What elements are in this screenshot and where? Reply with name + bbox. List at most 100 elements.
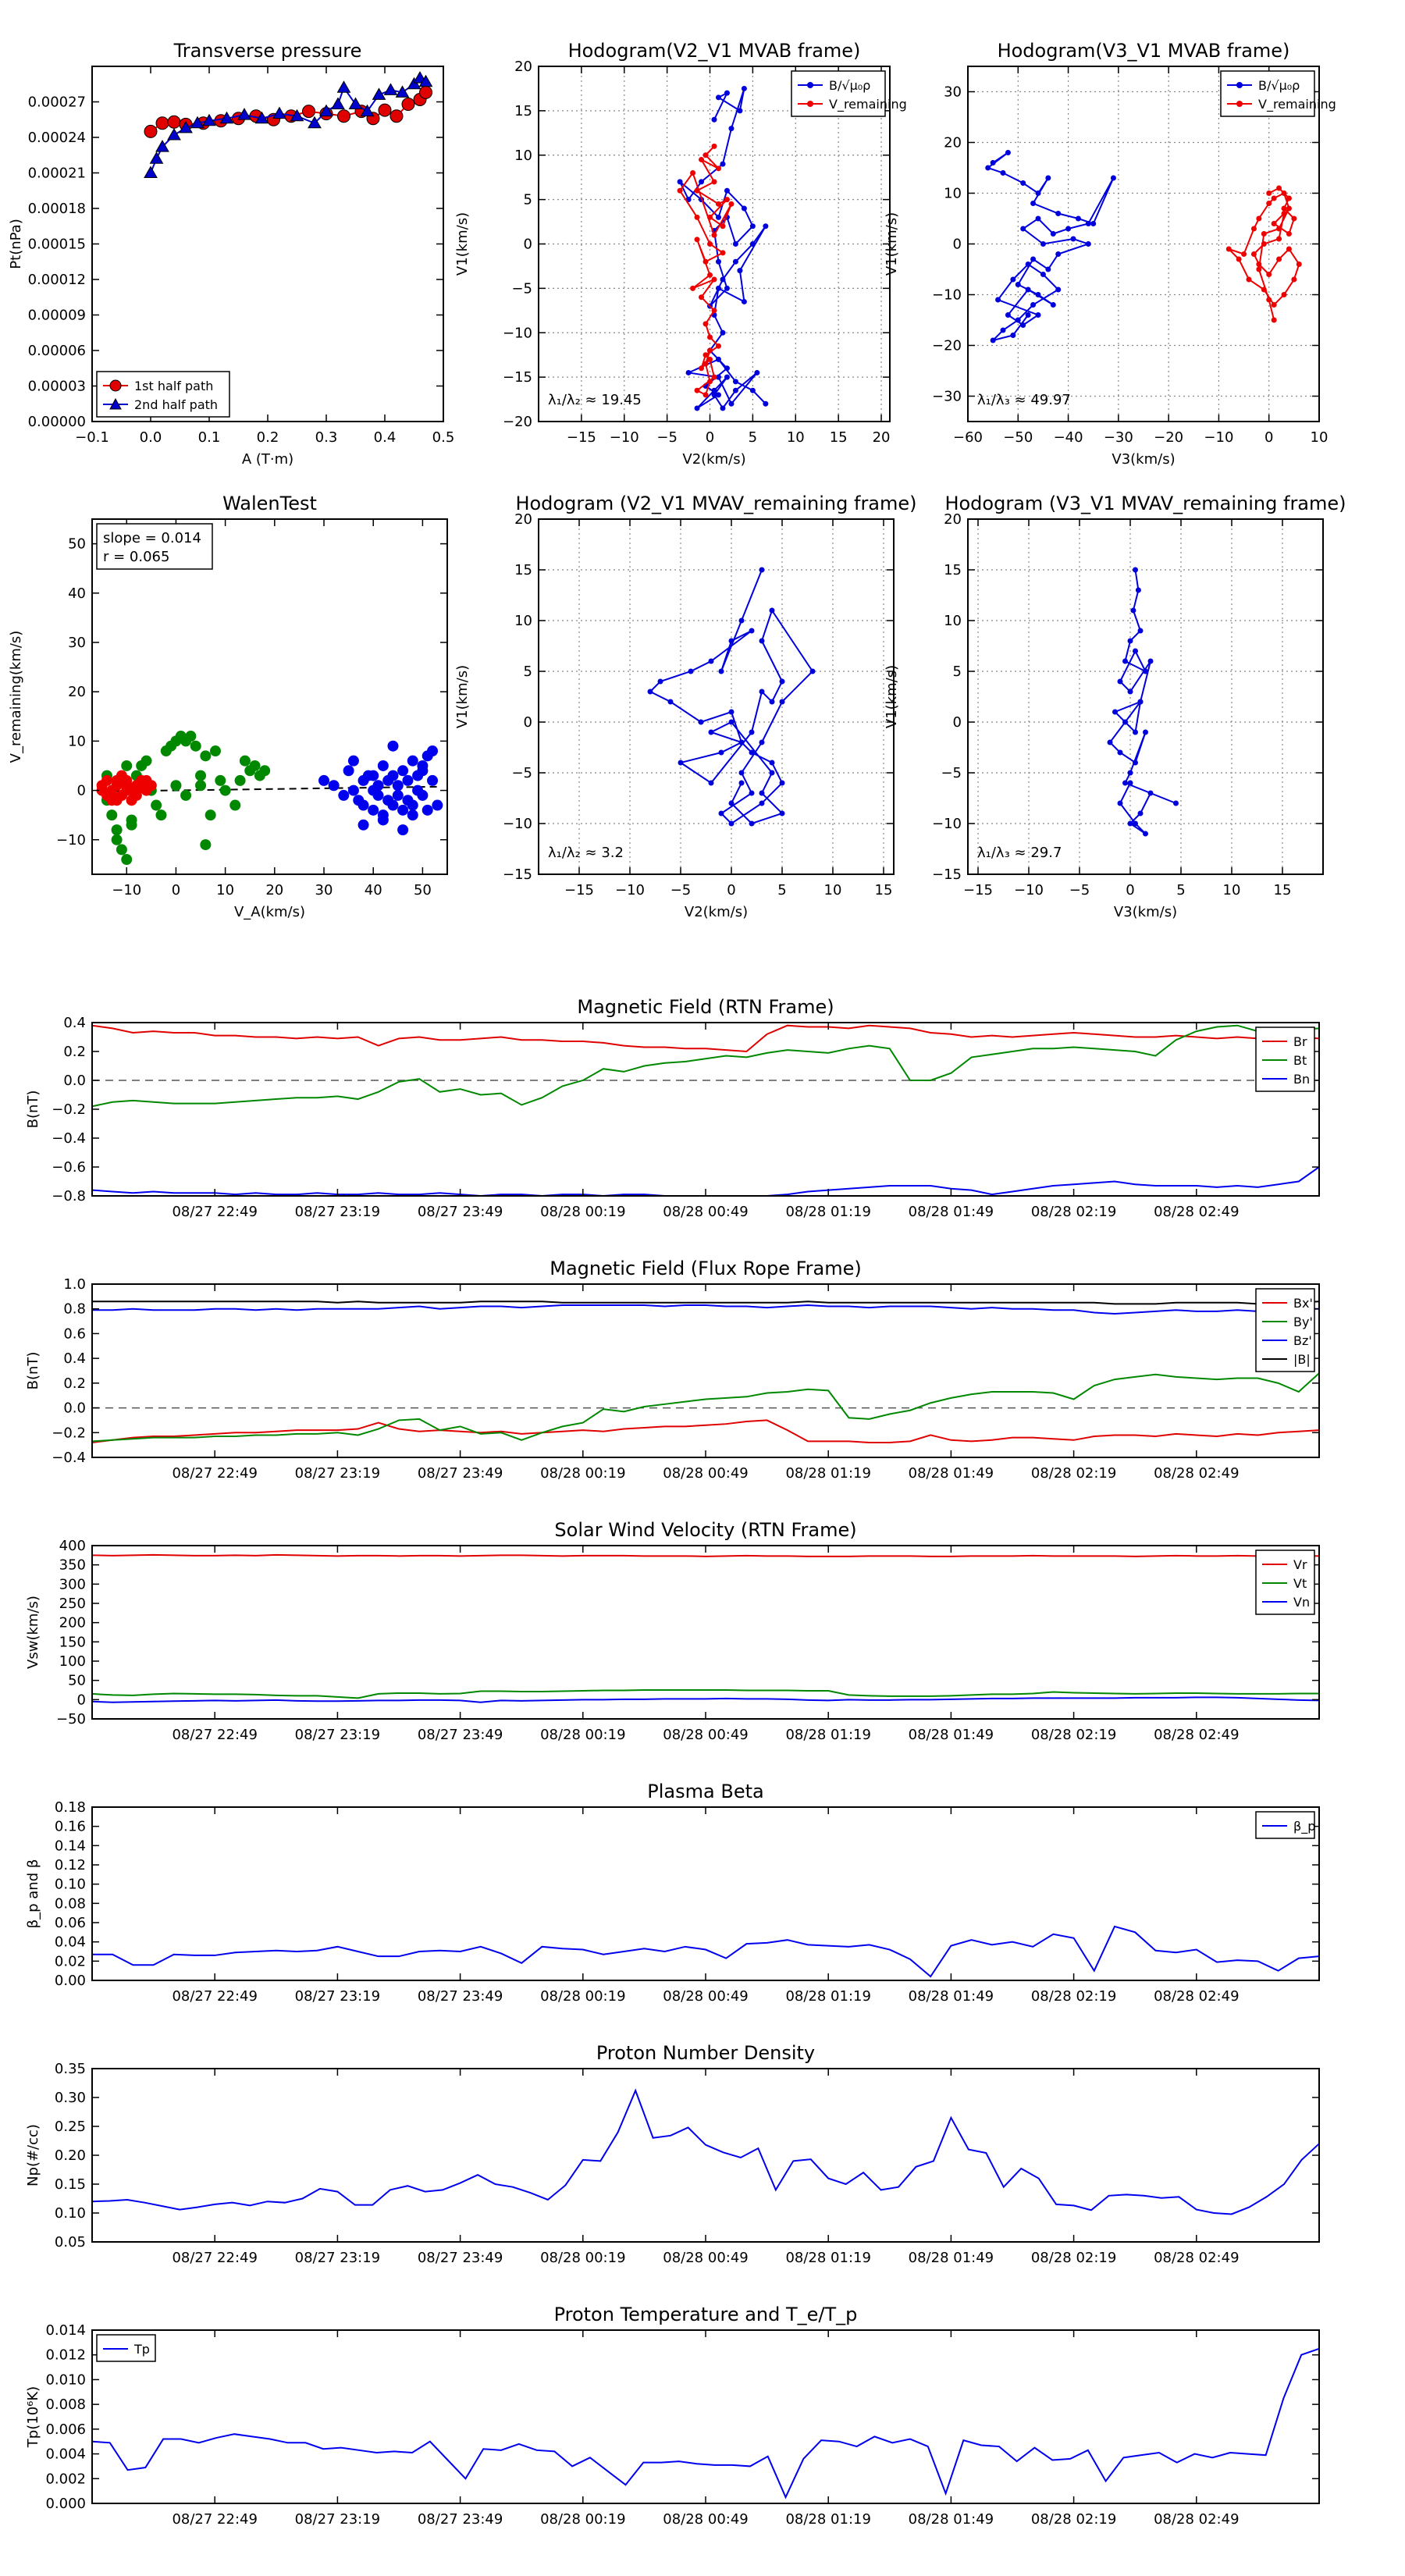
data-point (1137, 628, 1144, 634)
x-tick-label: 0.2 (257, 429, 279, 446)
y-tick-label: 0.006 (45, 2421, 86, 2438)
data-point (1035, 292, 1041, 297)
data-point (1000, 327, 1006, 333)
data-point (718, 749, 724, 756)
data-point (179, 120, 193, 133)
x-tick-label: 08/28 01:49 (909, 2250, 994, 2266)
data-point (392, 780, 404, 792)
x-tick-label: 08/27 23:19 (295, 1727, 380, 1743)
data-point (1286, 195, 1292, 201)
y-tick-label: −10 (503, 816, 532, 832)
x-tick-label: 08/27 22:49 (172, 1204, 257, 1220)
x-tick-label: 0.3 (315, 429, 338, 446)
data-point (702, 392, 709, 398)
series-0 (92, 1925, 1319, 1978)
data-point (711, 276, 717, 283)
legend: Bx' By' Bz' |B| (1255, 1288, 1315, 1372)
series-line (678, 145, 732, 397)
y-tick-label: −0.6 (52, 1159, 86, 1176)
data-point (1135, 587, 1141, 593)
chart-title: Magnetic Field (RTN Frame) (577, 996, 834, 1018)
data-point (331, 97, 345, 110)
data-point (427, 745, 439, 757)
data-point (720, 223, 726, 229)
y-tick-label: 0.30 (55, 2090, 86, 2106)
data-point (1281, 211, 1287, 216)
y-tick-label: 0.16 (55, 1819, 86, 1835)
y-tick-label: 0.0 (63, 1073, 86, 1089)
data-layer (647, 567, 816, 827)
x-tick-label: −20 (1154, 429, 1183, 446)
data-point (195, 770, 207, 781)
series-line (92, 1689, 1319, 1699)
y-tick-label: 0 (953, 237, 962, 253)
y-tick-label: 30 (68, 635, 86, 651)
data-point (234, 774, 246, 786)
x-tick-label: 08/28 02:19 (1031, 1988, 1116, 2005)
y-tick-label: 0 (524, 237, 532, 253)
data-point (1035, 190, 1041, 196)
data-point (1005, 312, 1011, 318)
y-tick-label: 300 (59, 1576, 86, 1592)
y-tick-label: 0.00024 (28, 130, 86, 146)
x-tick-label: 10 (1223, 882, 1241, 898)
x-tick-label: −50 (1003, 429, 1033, 446)
legend-label: 1st half path (134, 379, 213, 393)
data-point (387, 770, 399, 781)
y-tick-label: −5 (511, 280, 532, 297)
data-point (715, 356, 721, 362)
legend-label: Br (1293, 1034, 1307, 1049)
plot-frame (538, 518, 895, 875)
ratio-annotation: λ₁/λ₂ ≈ 19.45 (548, 392, 642, 408)
data-point (728, 126, 735, 132)
data-point (1127, 638, 1133, 644)
data-point (1271, 195, 1277, 201)
data-point (1143, 831, 1148, 837)
legend: 1st half path 2nd half path (96, 371, 230, 418)
data-point (749, 749, 755, 756)
data-point (155, 140, 169, 152)
y-tick-label: 0.2 (63, 1044, 86, 1060)
y-tick-label: 0.10 (55, 1877, 86, 1893)
data-point (1266, 201, 1272, 206)
data-layer (96, 731, 443, 866)
data-point (116, 844, 127, 856)
data-point (1025, 312, 1031, 318)
data-point (1107, 739, 1113, 745)
data-point (121, 760, 133, 771)
data-point (1276, 226, 1282, 232)
data-point (1256, 262, 1262, 267)
data-point (1261, 231, 1267, 237)
x-tick-label: 08/28 00:49 (663, 1465, 748, 1482)
legend: B/√μ₀ρ V_remaining (1220, 70, 1336, 117)
data-point (715, 343, 721, 349)
data-point (724, 90, 730, 96)
data-point (995, 297, 1001, 303)
y-axis-label: Pt(nPa) (8, 219, 24, 269)
data-point (190, 116, 205, 129)
y-tick-label: 20 (944, 511, 962, 528)
x-tick-label: 08/27 23:19 (295, 2511, 380, 2528)
data-point (1045, 266, 1051, 272)
y-tick-label: 0.20 (55, 2147, 86, 2164)
series-1 (92, 1372, 1319, 1443)
y-tick-label: 0.00018 (28, 201, 86, 217)
y-tick-label: 200 (59, 1615, 86, 1631)
data-point (741, 205, 747, 212)
legend-label: Tp (133, 2342, 150, 2357)
data-point (737, 268, 743, 274)
x-tick-label: 08/27 22:49 (172, 1727, 257, 1743)
data-point (1286, 205, 1292, 212)
data-point (759, 800, 765, 806)
data-layer (92, 1553, 1319, 1703)
x-tick-label: 08/27 23:19 (295, 2250, 380, 2266)
x-tick-label: 08/28 02:19 (1031, 2511, 1116, 2528)
x-tick-label: 40 (365, 882, 382, 898)
data-point (1020, 180, 1026, 186)
y-tick-label: 250 (59, 1596, 86, 1612)
data-point (259, 765, 271, 777)
y-tick-label: −20 (503, 414, 532, 430)
data-layer (677, 85, 769, 411)
data-point (1291, 276, 1297, 283)
data-point (720, 329, 726, 336)
